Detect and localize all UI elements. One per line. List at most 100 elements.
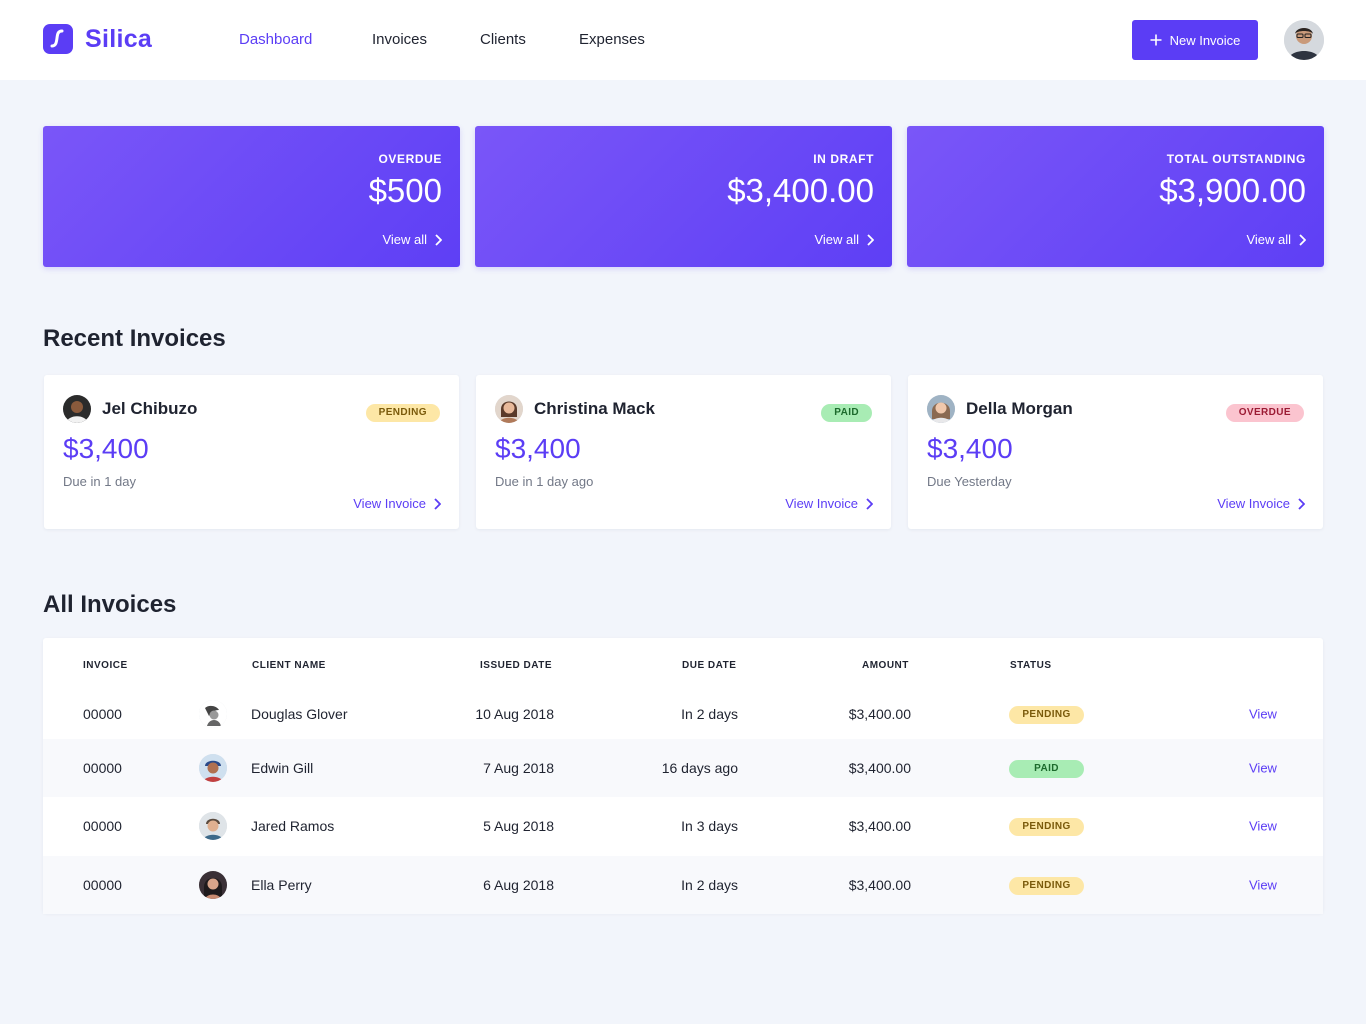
nav-clients[interactable]: Clients — [480, 31, 526, 48]
nav-expenses[interactable]: Expenses — [579, 31, 645, 48]
invoice-number: 00000 — [83, 818, 122, 834]
amount: $3,400.00 — [848, 818, 911, 834]
summary-label: OVERDUE — [378, 152, 442, 166]
view-all-link[interactable]: View all — [814, 232, 874, 247]
amount: $3,400.00 — [848, 760, 911, 776]
column-header-issued: ISSUED DATE — [480, 660, 552, 671]
due-date: In 2 days — [681, 877, 738, 893]
status-badge: PAID — [821, 404, 872, 422]
invoices-table: INVOICE CLIENT NAME ISSUED DATE DUE DATE… — [43, 638, 1323, 914]
client-name: Della Morgan — [966, 399, 1073, 418]
new-invoice-button[interactable]: New Invoice — [1132, 20, 1258, 60]
due-text: Due Yesterday — [927, 474, 1012, 489]
invoice-amount: $3,400 — [63, 433, 149, 464]
issued-date: 7 Aug 2018 — [483, 760, 554, 776]
view-all-label: View all — [1246, 232, 1291, 247]
status-badge: PAID — [1009, 760, 1084, 778]
view-all-link[interactable]: View all — [1246, 232, 1306, 247]
client-avatar — [63, 395, 91, 423]
view-all-link[interactable]: View all — [382, 232, 442, 247]
issued-date: 10 Aug 2018 — [475, 706, 554, 722]
summary-card-draft: IN DRAFT $3,400.00 View all — [475, 126, 892, 267]
chevron-right-icon — [866, 497, 873, 510]
user-avatar[interactable] — [1284, 20, 1324, 60]
summary-amount: $3,400.00 — [727, 172, 874, 209]
logo-icon — [43, 24, 73, 54]
brand-logo[interactable]: Silica — [43, 24, 152, 54]
client-avatar — [199, 871, 227, 899]
summary-amount: $500 — [368, 172, 442, 209]
view-invoice-label: View Invoice — [353, 496, 426, 511]
column-header-status: STATUS — [1010, 660, 1052, 671]
invoice-number: 00000 — [83, 706, 122, 722]
client-avatar — [495, 395, 523, 423]
client-avatar — [199, 700, 227, 728]
column-header-due: DUE DATE — [682, 660, 737, 671]
amount: $3,400.00 — [848, 877, 911, 893]
new-invoice-label: New Invoice — [1169, 32, 1241, 48]
chevron-right-icon — [1299, 233, 1306, 246]
chevron-right-icon — [867, 233, 874, 246]
table-row[interactable]: 00000 Douglas Glover 10 Aug 2018 In 2 da… — [43, 685, 1323, 743]
chevron-right-icon — [434, 497, 441, 510]
view-link[interactable]: View — [1249, 877, 1277, 893]
client-name: Ella Perry — [251, 877, 312, 893]
main-nav: Dashboard Invoices Clients Expenses — [239, 31, 645, 48]
column-header-client: CLIENT NAME — [252, 660, 326, 671]
status-badge: OVERDUE — [1225, 404, 1304, 422]
view-invoice-link[interactable]: View Invoice — [353, 496, 441, 511]
table-row[interactable]: 00000 Jared Ramos 5 Aug 2018 In 3 days $… — [43, 797, 1323, 855]
due-text: Due in 1 day ago — [495, 474, 594, 489]
chevron-right-icon — [1298, 497, 1305, 510]
status-badge: PENDING — [1009, 877, 1084, 895]
table-row[interactable]: 00000 Ella Perry 6 Aug 2018 In 2 days $3… — [43, 856, 1323, 914]
summary-amount: $3,900.00 — [1159, 172, 1306, 209]
view-link[interactable]: View — [1249, 818, 1277, 834]
chevron-right-icon — [435, 233, 442, 246]
summary-card-outstanding: TOTAL OUTSTANDING $3,900.00 View all — [907, 126, 1324, 267]
view-link[interactable]: View — [1249, 706, 1277, 722]
client-avatar — [927, 395, 955, 423]
view-invoice-label: View Invoice — [1217, 496, 1290, 511]
summary-label: TOTAL OUTSTANDING — [1166, 152, 1306, 166]
recent-invoices-title: Recent Invoices — [43, 325, 226, 352]
invoice-amount: $3,400 — [495, 433, 581, 464]
due-text: Due in 1 day — [63, 474, 136, 489]
status-badge: PENDING — [1009, 706, 1084, 724]
invoice-number: 00000 — [83, 877, 122, 893]
invoice-number: 00000 — [83, 760, 122, 776]
client-name: Edwin Gill — [251, 760, 314, 776]
summary-card-overdue: OVERDUE $500 View all — [43, 126, 460, 267]
client-name: Douglas Glover — [251, 706, 348, 722]
top-bar: Silica Dashboard Invoices Clients Expens… — [0, 0, 1366, 80]
view-link[interactable]: View — [1249, 760, 1277, 776]
view-invoice-link[interactable]: View Invoice — [1217, 496, 1305, 511]
summary-label: IN DRAFT — [813, 152, 874, 166]
client-name: Christina Mack — [534, 399, 655, 418]
invoice-amount: $3,400 — [927, 433, 1013, 464]
due-date: In 3 days — [681, 818, 738, 834]
due-date: 16 days ago — [661, 760, 738, 776]
client-name: Jared Ramos — [251, 818, 335, 834]
view-invoice-link[interactable]: View Invoice — [785, 496, 873, 511]
status-badge: PENDING — [1009, 818, 1084, 836]
due-date: In 2 days — [681, 706, 738, 722]
table-row[interactable]: 00000 Edwin Gill 7 Aug 2018 16 days ago … — [43, 739, 1323, 797]
client-name: Jel Chibuzo — [102, 399, 198, 418]
nav-invoices[interactable]: Invoices — [372, 31, 428, 48]
client-avatar — [199, 754, 227, 782]
recent-invoice-card: Jel Chibuzo PENDING $3,400 Due in 1 day … — [44, 375, 459, 529]
plus-icon — [1150, 34, 1162, 46]
view-invoice-label: View Invoice — [785, 496, 858, 511]
recent-invoice-card: Christina Mack PAID $3,400 Due in 1 day … — [476, 375, 891, 529]
nav-dashboard[interactable]: Dashboard — [239, 31, 313, 48]
issued-date: 6 Aug 2018 — [483, 877, 554, 893]
issued-date: 5 Aug 2018 — [483, 818, 554, 834]
all-invoices-title: All Invoices — [43, 591, 177, 618]
status-badge: PENDING — [365, 404, 440, 422]
view-all-label: View all — [814, 232, 859, 247]
column-header-amount: AMOUNT — [862, 660, 909, 671]
brand-name: Silica — [85, 24, 153, 53]
column-header-invoice: INVOICE — [83, 660, 128, 671]
view-all-label: View all — [382, 232, 427, 247]
